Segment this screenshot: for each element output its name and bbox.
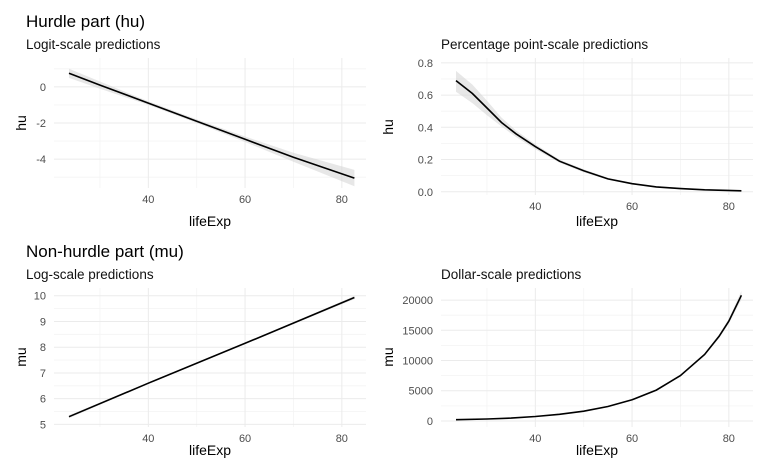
panel-p2: 40 60 80 0.0 0.2 0.4 0.6 0.8 Percentage point-sc… <box>380 37 753 229</box>
panel-subtitle: Logit-scale predictions <box>26 37 161 52</box>
y-tick-label: -2 <box>36 118 46 130</box>
y-tick-label: 10 <box>34 291 46 303</box>
panel-p4: 40 60 80 0 5000 10000 15000 20000 Dollar-scale p… <box>380 267 753 458</box>
y-tick-label: 0.2 <box>418 155 433 167</box>
y-tick-label: 9 <box>40 316 46 328</box>
y-tick-label: 0.6 <box>418 90 433 102</box>
panel-subtitle: Percentage point-scale predictions <box>441 37 648 52</box>
y-tick-label: 10000 <box>402 356 433 368</box>
x-axis-label: lifeExp <box>576 442 618 458</box>
x-tick-label: 80 <box>336 433 348 445</box>
y-tick-label: 0.4 <box>418 122 433 134</box>
prediction-line <box>68 296 355 418</box>
prediction-line <box>68 72 355 179</box>
nonhurdle-section-title: Non-hurdle part (mu) <box>26 242 184 261</box>
x-tick-label: 40 <box>142 194 154 206</box>
x-tick-label: 40 <box>529 433 541 445</box>
x-tick-label: 60 <box>239 194 251 206</box>
x-axis-label: lifeExp <box>189 442 231 458</box>
confidence-ribbon <box>456 291 742 420</box>
panel-p1: 40 60 80 -4 -2 0 Logit-scale predictions lifeEx… <box>13 37 366 229</box>
y-tick-label: 0 <box>427 416 433 428</box>
y-tick-label: 0.8 <box>418 58 433 70</box>
x-tick-label: 40 <box>142 433 154 445</box>
y-axis-label: mu <box>380 347 396 366</box>
y-tick-label: 6 <box>40 394 46 406</box>
panel-subtitle: Dollar-scale predictions <box>441 267 582 282</box>
x-axis-label: lifeExp <box>189 213 231 229</box>
confidence-ribbon <box>456 70 742 192</box>
prediction-line <box>455 294 743 421</box>
x-tick-label: 80 <box>723 201 735 213</box>
x-tick-label: 60 <box>239 433 251 445</box>
prediction-line <box>455 79 742 192</box>
x-tick-label: 80 <box>336 194 348 206</box>
x-tick-label: 60 <box>626 201 638 213</box>
y-axis-label: hu <box>13 115 29 131</box>
hurdle-section-title: Hurdle part (hu) <box>26 12 145 31</box>
x-axis-label: lifeExp <box>576 213 618 229</box>
x-tick-label: 80 <box>723 433 735 445</box>
y-axis-label: hu <box>380 119 396 135</box>
y-tick-label: 5000 <box>409 386 433 398</box>
x-tick-label: 60 <box>626 433 638 445</box>
x-tick-label: 40 <box>529 201 541 213</box>
y-axis-label: mu <box>13 347 29 366</box>
y-tick-label: -4 <box>36 154 46 166</box>
y-tick-label: 0.0 <box>418 187 433 199</box>
y-tick-label: 20000 <box>402 295 433 307</box>
y-tick-label: 15000 <box>402 325 433 337</box>
y-tick-label: 7 <box>40 368 46 380</box>
y-tick-label: 0 <box>40 82 46 94</box>
y-tick-label: 8 <box>40 342 46 354</box>
y-tick-label: 5 <box>40 419 46 431</box>
panel-subtitle: Log-scale predictions <box>26 267 154 282</box>
panel-p3: 40 60 80 5 6 7 8 9 10 Log-scale predictions lifeEx… <box>13 267 366 458</box>
